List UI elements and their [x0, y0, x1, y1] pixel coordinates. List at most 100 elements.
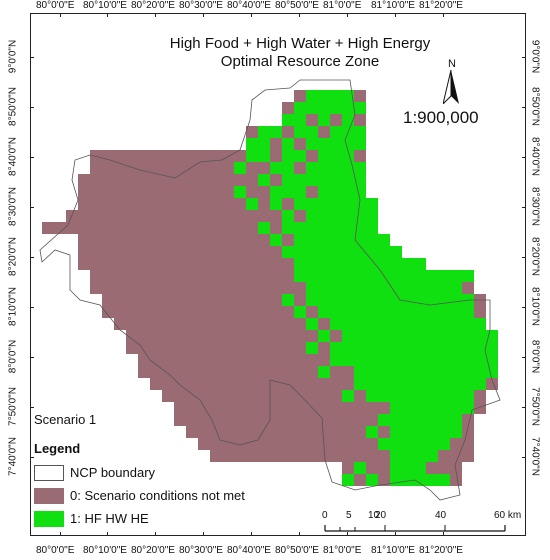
cell-not-met	[246, 162, 258, 174]
cell-not-met	[294, 330, 306, 342]
latitude-label-right: 8°20'0"N	[529, 237, 541, 276]
cell-hf-hw-he	[342, 210, 354, 222]
cell-not-met	[234, 282, 246, 294]
cell-hf-hw-he	[450, 330, 462, 342]
cell-not-met	[282, 366, 294, 378]
cell-not-met	[234, 354, 246, 366]
cell-not-met	[138, 150, 150, 162]
cell-not-met	[138, 294, 150, 306]
cell-not-met	[162, 342, 174, 354]
cell-not-met	[174, 270, 186, 282]
cell-hf-hw-he	[294, 198, 306, 210]
cell-hf-hw-he	[366, 282, 378, 294]
cell-not-met	[270, 150, 282, 162]
cell-not-met	[102, 282, 114, 294]
cell-not-met	[258, 258, 270, 270]
cell-hf-hw-he	[306, 126, 318, 138]
cell-not-met	[246, 186, 258, 198]
cell-not-met	[162, 234, 174, 246]
cell-hf-hw-he	[450, 378, 462, 390]
cell-not-met	[198, 162, 210, 174]
cell-not-met	[354, 414, 366, 426]
cell-not-met	[354, 426, 366, 438]
cell-not-met	[78, 222, 90, 234]
longitude-label-top: 80°50'0"E	[275, 0, 319, 11]
cell-not-met	[270, 306, 282, 318]
cell-not-met	[210, 150, 222, 162]
cell-not-met	[342, 438, 354, 450]
cell-not-met	[126, 318, 138, 330]
cell-hf-hw-he	[354, 174, 366, 186]
cell-hf-hw-he	[366, 234, 378, 246]
cell-not-met	[246, 222, 258, 234]
cell-not-met	[186, 414, 198, 426]
cell-hf-hw-he	[342, 282, 354, 294]
cell-not-met	[102, 174, 114, 186]
cell-hf-hw-he	[294, 234, 306, 246]
cell-not-met	[114, 246, 126, 258]
cell-not-met	[282, 438, 294, 450]
cell-hf-hw-he	[366, 294, 378, 306]
cell-not-met	[222, 282, 234, 294]
cell-not-met	[162, 366, 174, 378]
cell-not-met	[126, 330, 138, 342]
cell-not-met	[126, 270, 138, 282]
tick-mark	[522, 157, 526, 158]
cell-not-met	[282, 450, 294, 462]
tick-mark	[522, 57, 526, 58]
cell-not-met	[114, 294, 126, 306]
cell-hf-hw-he	[402, 330, 414, 342]
cell-not-met	[186, 270, 198, 282]
cell-not-met	[198, 366, 210, 378]
cell-not-met	[222, 198, 234, 210]
cell-not-met	[138, 234, 150, 246]
cell-not-met	[306, 426, 318, 438]
cell-hf-hw-he	[390, 246, 402, 258]
cell-not-met	[222, 294, 234, 306]
cell-not-met	[246, 306, 258, 318]
cell-hf-hw-he	[330, 294, 342, 306]
tick-mark	[30, 157, 34, 158]
cell-not-met	[258, 210, 270, 222]
cell-not-met	[186, 258, 198, 270]
cell-hf-hw-he	[318, 222, 330, 234]
scale-bar-label-20: 20	[375, 510, 387, 521]
cell-not-met	[78, 174, 90, 186]
cell-hf-hw-he	[246, 198, 258, 210]
cell-hf-hw-he	[330, 150, 342, 162]
cell-hf-hw-he	[354, 378, 366, 390]
cell-not-met	[246, 354, 258, 366]
cell-not-met	[114, 150, 126, 162]
cell-not-met	[90, 258, 102, 270]
cell-not-met	[282, 354, 294, 366]
latitude-label-left: 8°20'0"N	[7, 237, 19, 276]
cell-not-met	[318, 354, 330, 366]
cell-not-met	[174, 210, 186, 222]
cell-not-met	[222, 450, 234, 462]
cell-not-met	[102, 294, 114, 306]
cell-hf-hw-he	[390, 294, 402, 306]
cell-hf-hw-he	[366, 258, 378, 270]
cell-hf-hw-he	[318, 306, 330, 318]
cell-not-met	[114, 282, 126, 294]
cell-not-met	[210, 402, 222, 414]
cell-not-met	[234, 378, 246, 390]
cell-not-met	[198, 354, 210, 366]
cell-not-met	[258, 234, 270, 246]
cell-not-met	[330, 390, 342, 402]
cell-not-met	[126, 246, 138, 258]
cell-not-met	[162, 198, 174, 210]
cell-hf-hw-he	[378, 378, 390, 390]
cell-not-met	[270, 258, 282, 270]
cell-not-met	[222, 246, 234, 258]
cell-hf-hw-he	[366, 390, 378, 402]
cell-not-met	[114, 162, 126, 174]
latitude-label-left: 8°30'0"N	[7, 187, 19, 226]
cell-not-met	[234, 390, 246, 402]
cell-not-met	[138, 210, 150, 222]
cell-hf-hw-he	[438, 378, 450, 390]
cell-hf-hw-he	[318, 234, 330, 246]
cell-not-met	[258, 366, 270, 378]
cell-hf-hw-he	[402, 414, 414, 426]
